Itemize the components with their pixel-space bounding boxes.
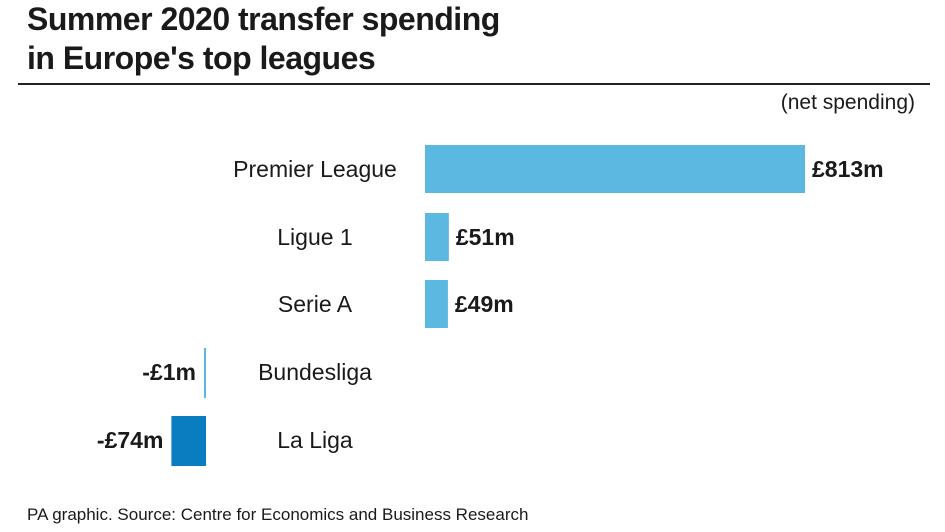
source-note: PA graphic. Source: Centre for Economics… xyxy=(27,505,529,524)
bar xyxy=(425,280,448,328)
bar xyxy=(425,213,449,261)
chart-title: Summer 2020 transfer spending in Europe'… xyxy=(27,0,500,78)
category-label: Serie A xyxy=(278,291,353,317)
bar xyxy=(171,416,206,466)
data-label: -£74m xyxy=(97,427,163,453)
bar xyxy=(425,145,805,193)
unit-note: (net spending) xyxy=(780,91,915,114)
title-line-1: Summer 2020 transfer spending xyxy=(27,1,500,37)
category-label: Ligue 1 xyxy=(277,224,352,250)
category-label: Bundesliga xyxy=(258,359,372,385)
category-label: La Liga xyxy=(277,427,353,453)
data-label: £51m xyxy=(456,224,515,250)
title-line-2: in Europe's top leagues xyxy=(27,40,376,76)
data-label: £813m xyxy=(812,156,884,182)
data-label: -£1m xyxy=(142,359,196,385)
category-label: Premier League xyxy=(233,156,397,182)
bar xyxy=(204,348,206,398)
title-rule xyxy=(18,83,930,85)
data-label: £49m xyxy=(455,291,514,317)
